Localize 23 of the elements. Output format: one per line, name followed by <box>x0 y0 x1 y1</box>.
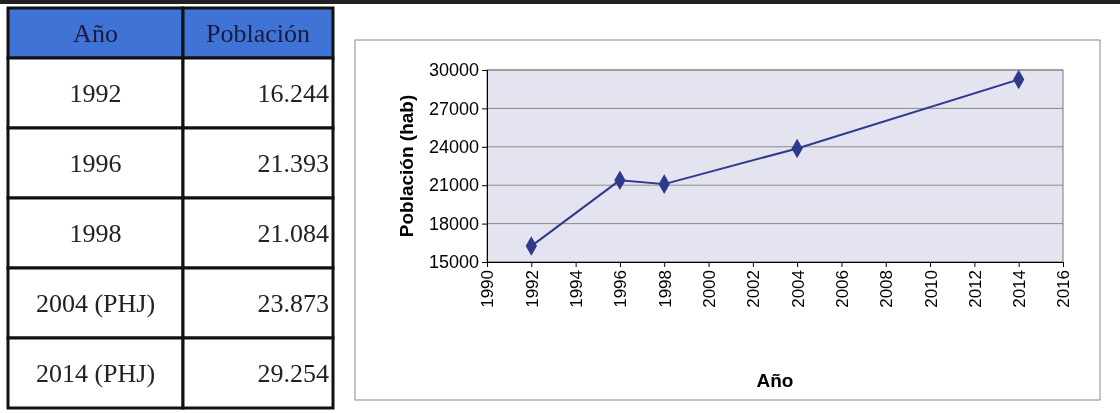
y-tick-label: 30000 <box>428 60 479 81</box>
x-tick-label: 2016 <box>1054 270 1074 308</box>
x-tick-label: 2000 <box>699 270 719 308</box>
x-tick-label: 1990 <box>478 270 498 308</box>
y-tick-label: 18000 <box>428 213 479 234</box>
x-axis-title: Año <box>756 370 794 391</box>
y-tick-label: 24000 <box>428 137 479 158</box>
x-tick-label: 1998 <box>655 270 675 308</box>
y-tick-label: 27000 <box>428 98 479 119</box>
x-tick-label: 2010 <box>921 270 941 308</box>
x-tick-label: 2014 <box>1010 270 1030 308</box>
x-tick-label: 1996 <box>611 270 631 308</box>
x-tick-label: 2004 <box>788 270 808 308</box>
x-tick-label: 1994 <box>567 270 587 308</box>
x-tick-label: 1992 <box>522 270 542 308</box>
y-axis-title: Población (hab) <box>396 94 417 238</box>
x-tick-label: 2002 <box>744 270 764 308</box>
x-tick-label: 2006 <box>832 270 852 308</box>
x-tick-label: 2012 <box>965 270 985 308</box>
x-tick-label: 2008 <box>877 270 897 308</box>
value-table: Año Población 1992 16.244 1996 21.393 1998 21.084 2004 (PHJ) 23.873 2014 (PHJ) 29.254 <box>6 6 335 410</box>
y-tick-label: 15000 <box>428 252 479 273</box>
y-tick-label: 21000 <box>428 175 479 196</box>
